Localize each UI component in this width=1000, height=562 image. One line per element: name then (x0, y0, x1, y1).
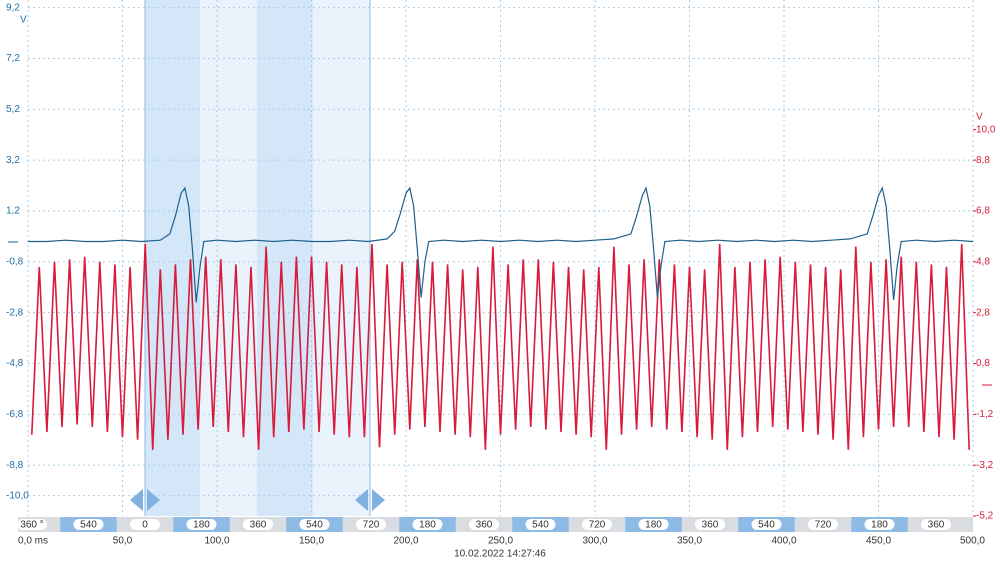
y-tick-label: 1,2 (6, 206, 20, 217)
x-tick-label: 450,0 (866, 536, 891, 547)
crank-label: 720 (589, 520, 606, 531)
y2-tick-label: 6,8 (976, 206, 990, 217)
y-tick-label: -6,8 (6, 409, 24, 420)
crank-label: 540 (306, 520, 323, 531)
y-tick-label: 7,2 (6, 53, 20, 64)
crank-pill (356, 519, 386, 530)
crank-pill (638, 519, 669, 530)
crank-label: 360 (928, 520, 945, 531)
y2-tick-label: 4,8 (976, 256, 990, 267)
crank-label: 0 (142, 520, 148, 531)
y-tick-label: 3,2 (6, 155, 20, 166)
cursor-handle[interactable] (130, 489, 143, 511)
crank-label: 360 (476, 520, 493, 531)
cursor-handle[interactable] (147, 489, 160, 511)
crank-pill (186, 519, 217, 530)
y-tick-label: -0,8 (6, 256, 24, 267)
crank-pill (469, 519, 499, 530)
crank-label: 540 (758, 520, 775, 531)
crank-label: 360 (702, 520, 719, 531)
crank-pill (73, 519, 104, 530)
x-tick-label: 500,0 (960, 536, 985, 547)
y2-axis-label: V (976, 112, 983, 123)
crank-pill (808, 519, 838, 530)
crank-pill (751, 519, 782, 530)
y-axis-label: V (20, 15, 27, 26)
y2-tick-label: -1,2 (976, 409, 994, 420)
y-tick-label: 5,2 (6, 104, 20, 115)
y2-tick-label: 2,8 (976, 307, 990, 318)
x-tick-label: 150,0 (299, 536, 324, 547)
crank-pill (921, 519, 951, 530)
x-tick-label: 200,0 (393, 536, 418, 547)
x-tick-label: 350,0 (677, 536, 702, 547)
crank-label: 540 (80, 520, 97, 531)
crank-pill (243, 519, 273, 530)
y-tick-label: -2,8 (6, 307, 24, 318)
cursor-handle[interactable] (372, 489, 385, 511)
y2-tick-label: 10,0 (976, 124, 996, 135)
x-tick-label: 0,0 ms (18, 536, 48, 547)
crank-pill (582, 519, 612, 530)
cursor-handle[interactable] (355, 489, 368, 511)
crank-label: 180 (871, 520, 888, 531)
crank-label: 360 (250, 520, 267, 531)
trace (28, 186, 974, 303)
y-tick-label: -10,0 (6, 490, 29, 501)
x-tick-label: 50,0 (113, 536, 133, 547)
crank-label: 360 ° (20, 520, 43, 531)
x-tick-label: 100,0 (204, 536, 229, 547)
timestamp: 10.02.2022 14:27:46 (454, 549, 546, 560)
y2-tick-label: -5,2 (976, 511, 994, 522)
y-tick-label: -4,8 (6, 358, 24, 369)
crank-label: 180 (645, 520, 662, 531)
y2-tick-label: 0,8 (976, 358, 990, 369)
crank-pill (299, 519, 330, 530)
crank-pill (130, 519, 160, 530)
x-tick-label: 400,0 (771, 536, 796, 547)
crank-label: 180 (419, 520, 436, 531)
crank-pill (525, 519, 556, 530)
y2-tick-label: -3,2 (976, 460, 994, 471)
y-tick-label: -8,8 (6, 460, 24, 471)
x-tick-label: 300,0 (582, 536, 607, 547)
x-tick-label: 250,0 (488, 536, 513, 547)
crank-label: 180 (193, 520, 210, 531)
y-tick-label: 9,2 (6, 2, 20, 13)
crank-label: 540 (532, 520, 549, 531)
crank-pill (17, 519, 47, 530)
crank-label: 720 (815, 520, 832, 531)
y2-tick-label: 8,8 (976, 155, 990, 166)
crank-pill (695, 519, 725, 530)
crank-pill (864, 519, 895, 530)
trace (31, 243, 970, 450)
crank-label: 720 (363, 520, 380, 531)
crank-pill (412, 519, 443, 530)
